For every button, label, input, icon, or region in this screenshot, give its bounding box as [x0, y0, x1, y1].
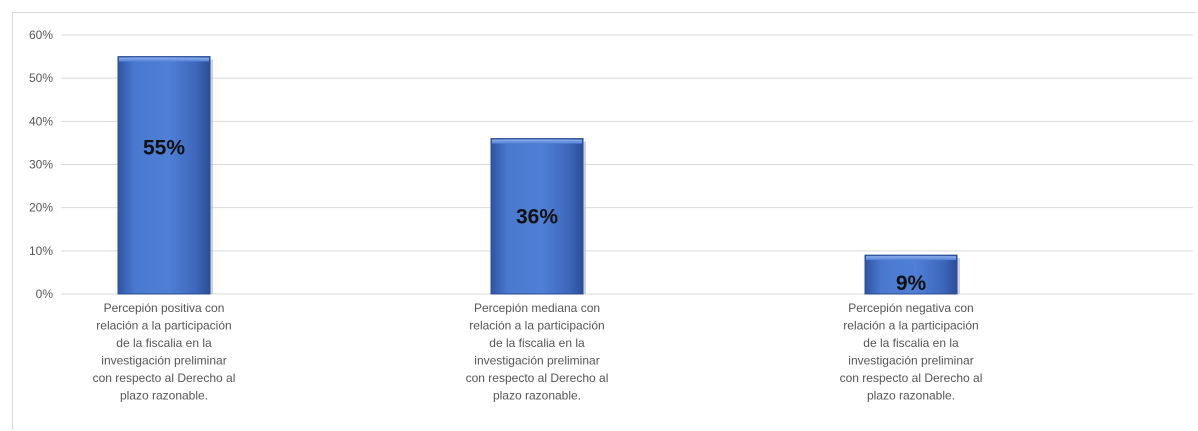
bar-body [864, 254, 958, 295]
category-label-line: relación a la participación [96, 319, 231, 333]
category-label-line: Percepión mediana con [474, 301, 600, 315]
y-tick-label: 10% [29, 244, 53, 258]
data-label: 9% [896, 272, 927, 295]
data-labels: 55% 36% 9% [143, 136, 927, 295]
chart-frame: 0% 10% 20% 30% 40% 50% 60% 55% 36% 9% Percepión … [12, 12, 1196, 430]
data-label: 55% [143, 136, 185, 159]
bar-body [490, 138, 584, 295]
category-label-line: con respecto al Derecho al [466, 371, 609, 385]
category-label-line: Percepión negativa con [848, 301, 973, 315]
y-axis-tick-labels: 0% 10% 20% 30% 40% 50% 60% [29, 28, 53, 301]
y-tick-label: 40% [29, 114, 53, 128]
y-tick-label: 0% [36, 287, 54, 301]
bar [864, 254, 960, 295]
gridlines [61, 34, 1193, 295]
category-label-line: plazo razonable. [120, 389, 208, 403]
category-label-line: de la fiscalia en la [489, 336, 585, 350]
category-label: Percepión positiva con relación a la part… [93, 301, 236, 403]
category-label: Percepión mediana con relación a la parti… [466, 301, 609, 403]
category-label-line: investigación preliminar [848, 354, 973, 368]
bar-body [117, 56, 211, 295]
category-label-line: con respecto al Derecho al [93, 371, 236, 385]
bar-highlight [119, 57, 209, 62]
category-label-line: investigación preliminar [474, 354, 599, 368]
category-label-line: plazo razonable. [493, 389, 581, 403]
bar-highlight [866, 256, 956, 261]
bar [117, 56, 213, 295]
category-label-line: relación a la participación [469, 319, 604, 333]
category-label-line: investigación preliminar [101, 354, 226, 368]
category-label: Percepión negativa con relación a la part… [840, 301, 983, 403]
category-labels: Percepión positiva con relación a la part… [93, 301, 983, 403]
category-label-line: relación a la participación [843, 319, 978, 333]
category-label-line: plazo razonable. [867, 389, 955, 403]
category-label-line: de la fiscalia en la [863, 336, 959, 350]
category-label-line: de la fiscalia en la [116, 336, 212, 350]
y-tick-label: 20% [29, 201, 53, 215]
bar-chart: 0% 10% 20% 30% 40% 50% 60% 55% 36% 9% Percepión … [29, 28, 1193, 403]
category-label-line: Percepión positiva con [104, 301, 225, 315]
bars [117, 56, 960, 295]
bar-highlight [492, 139, 582, 144]
y-tick-label: 30% [29, 158, 53, 172]
y-tick-label: 60% [29, 28, 53, 42]
bar [490, 138, 586, 295]
category-label-line: con respecto al Derecho al [840, 371, 983, 385]
data-label: 36% [516, 205, 558, 228]
y-tick-label: 50% [29, 71, 53, 85]
